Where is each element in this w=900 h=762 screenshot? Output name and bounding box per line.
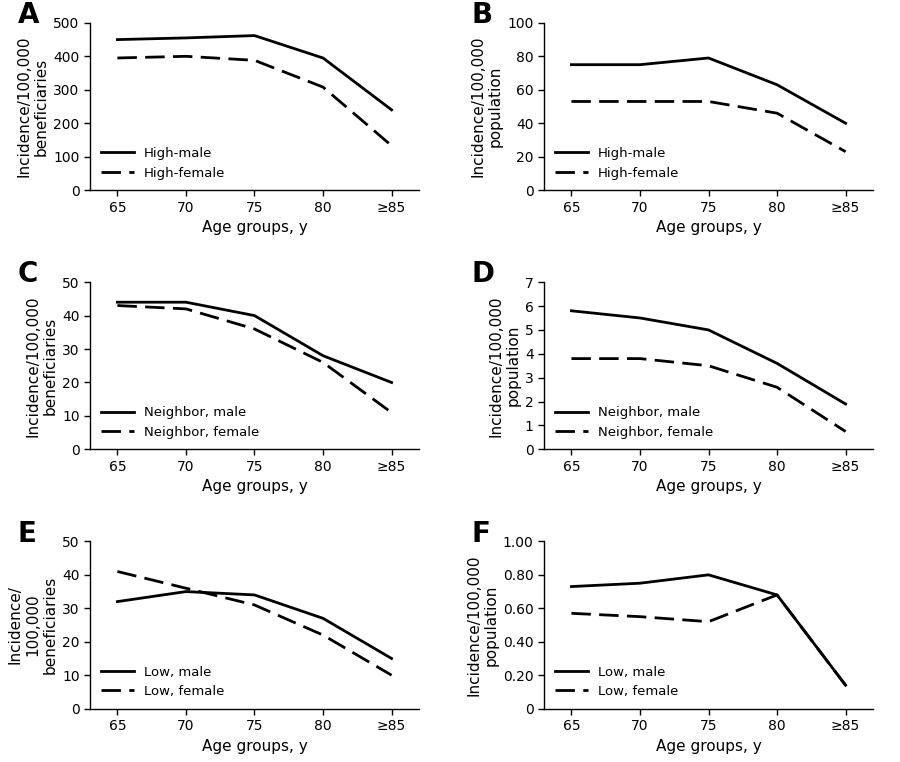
Low, male (771, 591, 782, 600)
High-male (566, 60, 577, 69)
Line: Low, female: Low, female (117, 572, 392, 675)
Line: Neighbor, male: Neighbor, male (572, 311, 846, 404)
Neighbor, male (771, 359, 782, 368)
Line: Neighbor, female: Neighbor, female (572, 359, 846, 431)
Neighbor, male (841, 399, 851, 408)
Legend: High-male, High-female: High-male, High-female (551, 143, 683, 184)
Neighbor, female (841, 427, 851, 436)
Low, male (841, 680, 851, 690)
Text: A: A (18, 1, 39, 29)
Low, female (703, 617, 714, 626)
High-male (112, 35, 122, 44)
High-female (703, 97, 714, 106)
High-female (318, 82, 328, 91)
Neighbor, female (634, 354, 645, 363)
High-male (386, 105, 397, 114)
Neighbor, female (703, 361, 714, 370)
High-male (703, 53, 714, 62)
Legend: High-male, High-female: High-male, High-female (96, 143, 230, 184)
Y-axis label: Incidence/100,000
population: Incidence/100,000 population (471, 36, 503, 178)
High-male (771, 80, 782, 89)
X-axis label: Age groups, y: Age groups, y (202, 220, 308, 235)
Low, male (703, 570, 714, 579)
X-axis label: Age groups, y: Age groups, y (655, 738, 761, 754)
High-female (181, 52, 192, 61)
Y-axis label: Incidence/100,000
beneficiaries: Incidence/100,000 beneficiaries (25, 295, 58, 437)
X-axis label: Age groups, y: Age groups, y (655, 220, 761, 235)
Neighbor, female (566, 354, 577, 363)
High-female (386, 141, 397, 150)
High-female (249, 56, 260, 65)
Low, male (634, 578, 645, 588)
High-male (634, 60, 645, 69)
Low, female (112, 567, 122, 576)
Text: B: B (472, 1, 493, 29)
Neighbor, male (181, 298, 192, 307)
Neighbor, female (112, 301, 122, 310)
High-male (318, 53, 328, 62)
Low, male (318, 613, 328, 623)
High-female (566, 97, 577, 106)
Text: C: C (18, 261, 38, 288)
Neighbor, male (318, 351, 328, 360)
Low, female (386, 671, 397, 680)
Y-axis label: Incidence/
100,000
beneficiaries: Incidence/ 100,000 beneficiaries (8, 576, 58, 674)
Low, female (771, 591, 782, 600)
Low, female (634, 612, 645, 621)
Legend: Low, male, Low, female: Low, male, Low, female (551, 661, 682, 702)
Line: Neighbor, male: Neighbor, male (117, 303, 392, 383)
Line: Neighbor, female: Neighbor, female (117, 306, 392, 412)
Text: E: E (18, 520, 37, 548)
Low, male (181, 587, 192, 596)
Low, male (386, 654, 397, 663)
Neighbor, male (703, 325, 714, 335)
X-axis label: Age groups, y: Age groups, y (202, 479, 308, 495)
Neighbor, male (634, 313, 645, 322)
Legend: Low, male, Low, female: Low, male, Low, female (96, 661, 229, 702)
Neighbor, male (386, 378, 397, 387)
X-axis label: Age groups, y: Age groups, y (202, 738, 308, 754)
Line: High-male: High-male (572, 58, 846, 123)
Line: Low, male: Low, male (117, 591, 392, 658)
Low, female (181, 584, 192, 593)
High-male (841, 119, 851, 128)
Text: F: F (472, 520, 491, 548)
Neighbor, female (771, 383, 782, 392)
Neighbor, male (112, 298, 122, 307)
Line: High-female: High-female (572, 101, 846, 152)
Line: High-female: High-female (117, 56, 392, 146)
Neighbor, male (566, 306, 577, 315)
Legend: Neighbor, male, Neighbor, female: Neighbor, male, Neighbor, female (96, 402, 264, 443)
Y-axis label: Incidence/100,000
population: Incidence/100,000 population (488, 295, 520, 437)
High-female (112, 53, 122, 62)
High-male (249, 31, 260, 40)
Line: Low, male: Low, male (572, 575, 846, 685)
Line: High-male: High-male (117, 36, 392, 110)
Neighbor, male (249, 311, 260, 320)
Low, female (318, 630, 328, 639)
Low, female (249, 600, 260, 610)
Low, male (566, 582, 577, 591)
Line: Low, female: Low, female (572, 595, 846, 685)
Y-axis label: Incidence/100,000
beneficiaries: Incidence/100,000 beneficiaries (16, 36, 49, 178)
High-female (634, 97, 645, 106)
Neighbor, female (318, 358, 328, 367)
Y-axis label: Incidence/100,000
population: Incidence/100,000 population (466, 554, 499, 696)
Neighbor, female (249, 325, 260, 334)
Neighbor, female (181, 304, 192, 313)
X-axis label: Age groups, y: Age groups, y (655, 479, 761, 495)
Low, male (112, 597, 122, 607)
Low, female (841, 680, 851, 690)
Legend: Neighbor, male, Neighbor, female: Neighbor, male, Neighbor, female (551, 402, 717, 443)
Neighbor, female (386, 408, 397, 417)
Low, male (249, 591, 260, 600)
Low, female (566, 609, 577, 618)
High-female (841, 147, 851, 156)
Text: D: D (472, 261, 495, 288)
High-male (181, 34, 192, 43)
High-female (771, 109, 782, 118)
